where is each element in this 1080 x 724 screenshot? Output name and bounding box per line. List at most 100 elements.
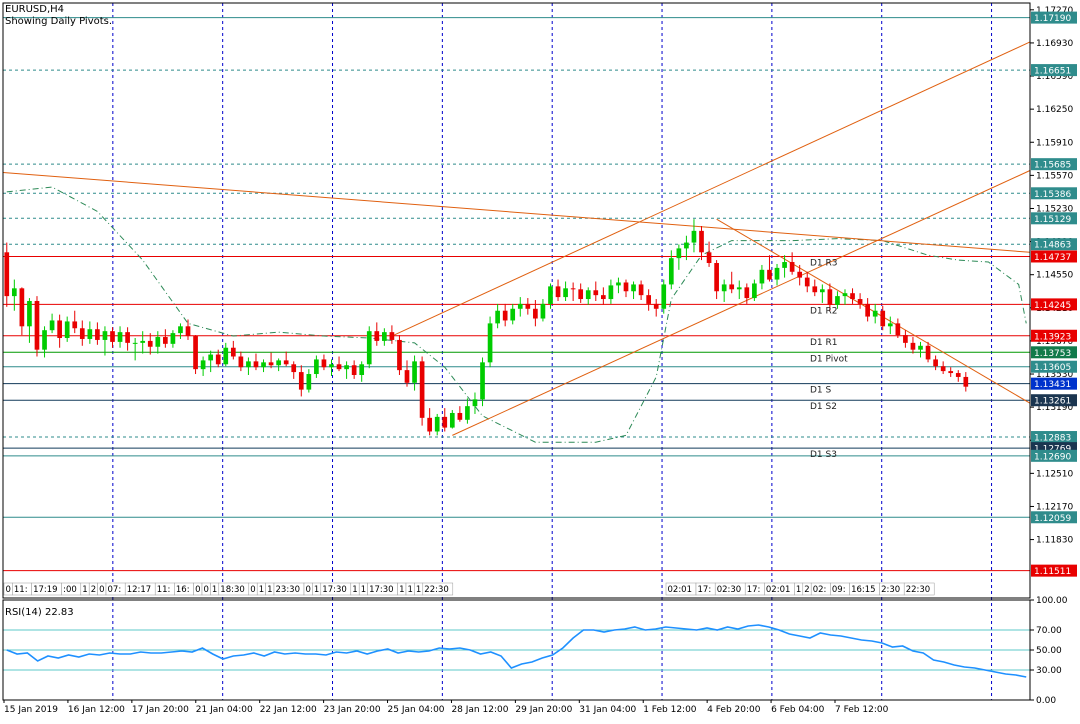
price-tag-text: 1.13605 <box>1034 363 1071 373</box>
candle-body <box>208 354 214 361</box>
candle-body <box>246 361 251 368</box>
price-tag-text: 1.14737 <box>1034 253 1071 263</box>
time-axis-label: 1 Feb 12:00 <box>643 705 697 715</box>
grid-layer <box>112 3 993 700</box>
price-tag <box>1031 346 1077 359</box>
time-axis-label: 17 Jan 20:00 <box>132 705 189 715</box>
price-tag <box>1031 250 1077 263</box>
session-cell-text: 02:01 <box>766 585 791 595</box>
candle-body <box>19 288 25 327</box>
price-tag <box>1031 360 1077 373</box>
candle-body <box>631 284 636 292</box>
candle-body <box>95 329 100 340</box>
candle-body <box>178 326 183 334</box>
main-chart-frame <box>2 2 1031 599</box>
candle-body <box>555 286 561 298</box>
session-cell-text: 1 <box>212 585 217 595</box>
session-cell-text: 1 <box>259 585 264 595</box>
price-tag-text: 1.12769 <box>1034 445 1071 455</box>
price-tag <box>1031 377 1077 390</box>
session-cell-text: 2 <box>91 585 96 595</box>
candle-body <box>918 345 923 350</box>
price-axis-label: 1.13870 <box>1036 337 1073 347</box>
candle-body <box>744 287 750 299</box>
time-axis-label: 25 Jan 04:00 <box>388 705 445 715</box>
candle-body <box>646 295 651 304</box>
rsi-line <box>6 624 1027 678</box>
candle-body <box>4 252 10 297</box>
price-tag-text: 1.15129 <box>1034 215 1071 225</box>
candle-body <box>215 354 221 365</box>
candle-body <box>865 303 870 317</box>
price-tag <box>1031 298 1077 311</box>
price-tag <box>1031 394 1077 407</box>
pivot-labels-layer: D1 R3 D1 R2 D1 R1 D1 Pivot D1 S D1 S2 D1 S3 <box>810 258 848 460</box>
candle-body <box>699 230 704 253</box>
price-tag-text: 1.15685 <box>1034 161 1071 171</box>
price-tag-text: 1.12690 <box>1034 452 1071 462</box>
candle-body <box>170 333 176 344</box>
candle-body <box>872 310 878 317</box>
session-cell-text: 02:30 <box>717 585 742 595</box>
session-cell-text: 17: <box>747 585 761 595</box>
candle-body <box>87 329 93 339</box>
trendline <box>452 170 1031 436</box>
candle-body <box>434 416 440 432</box>
price-tag <box>1031 511 1077 524</box>
price-axis-label: 1.17270 <box>1036 6 1073 16</box>
session-cell-text: 17: <box>698 585 712 595</box>
session-cell-text: 0 <box>204 585 209 595</box>
candle-body <box>502 310 508 321</box>
time-axis-label: 15 Jan 2019 <box>4 705 58 715</box>
candle-body <box>789 262 795 272</box>
price-tag <box>1031 329 1077 342</box>
candle-body <box>661 284 667 309</box>
candle-body <box>736 287 742 290</box>
rsi-axis-label: 50.00 <box>1036 646 1062 656</box>
candle-body <box>842 293 848 297</box>
candle-body <box>351 365 357 375</box>
price-tag-text: 1.11511 <box>1034 567 1071 577</box>
candle-body <box>449 412 455 428</box>
rsi-title: RSI(14) 22.83 <box>5 607 74 618</box>
candle-body <box>185 326 191 337</box>
moving-average-layer <box>6 186 1027 443</box>
rsi-axis-label: 30.00 <box>1036 666 1062 676</box>
price-axis-label: 1.13190 <box>1036 403 1073 413</box>
price-tag-text: 1.13431 <box>1034 380 1071 390</box>
pivot-label: D1 S3 <box>810 450 837 460</box>
price-axis-label: 1.15570 <box>1036 171 1073 181</box>
candle-body <box>321 359 327 368</box>
rsi-layer <box>3 624 1030 678</box>
pivot-label: D1 R3 <box>810 258 838 268</box>
session-cell-text: 1 <box>82 585 87 595</box>
session-cell-text: 23:30 <box>276 585 301 595</box>
candle-body <box>601 295 606 300</box>
candle-body <box>525 303 531 309</box>
price-axis-label: 1.16590 <box>1036 72 1073 82</box>
candle-body <box>382 332 387 341</box>
session-cell-text: :00 <box>63 585 77 595</box>
trendline-layer <box>2 41 1031 436</box>
moving-average-line <box>6 186 1027 443</box>
candle-body <box>329 364 334 368</box>
candle-body <box>42 330 47 350</box>
candle-body <box>782 262 787 268</box>
price-tag-text: 1.13261 <box>1034 397 1071 407</box>
time-axis-label: 7 Feb 12:00 <box>835 705 889 715</box>
candle-body <box>925 345 931 360</box>
candle-body <box>510 308 516 321</box>
price-tag <box>1031 431 1077 444</box>
session-cell-text: 07: <box>108 585 122 595</box>
candle-body <box>910 342 916 350</box>
candle-body <box>366 331 372 365</box>
pivot-label: D1 S <box>810 386 832 396</box>
session-cell-text: 0 <box>250 585 255 595</box>
session-cell-text: 1 <box>361 585 366 595</box>
price-tag <box>1031 564 1077 577</box>
candle-body <box>442 416 448 428</box>
session-cell-text: 1 <box>399 585 404 595</box>
session-cell-text: 17:30 <box>322 585 347 595</box>
candle-body <box>125 332 130 343</box>
